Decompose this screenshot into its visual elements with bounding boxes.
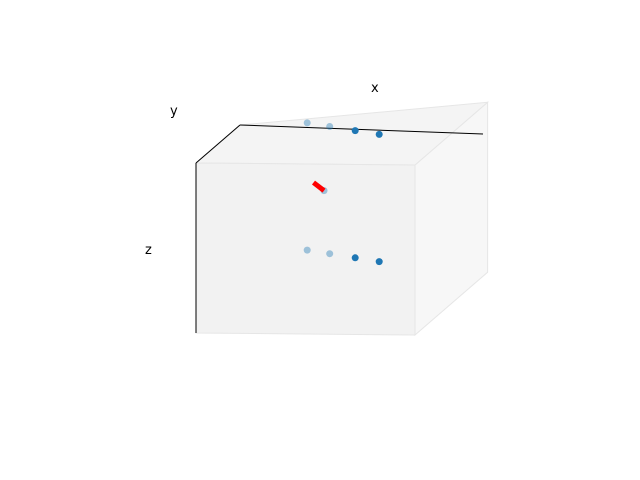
y-axis-label: y <box>170 104 178 119</box>
x-axis-line <box>239 124 484 135</box>
data-point <box>351 254 359 262</box>
data-point <box>303 119 311 127</box>
axis-lines <box>195 124 484 333</box>
data-point <box>326 250 334 258</box>
y-axis-line <box>195 124 241 164</box>
data-point <box>303 246 311 254</box>
data-point <box>326 123 334 130</box>
data-marks <box>303 119 383 266</box>
axes-panes <box>194 101 490 337</box>
x-axis-label: x <box>371 81 379 96</box>
highlight-segment <box>311 180 326 193</box>
data-point <box>351 127 359 135</box>
z-axis-label: z <box>145 243 152 258</box>
data-point <box>375 258 383 266</box>
data-point <box>375 130 383 138</box>
